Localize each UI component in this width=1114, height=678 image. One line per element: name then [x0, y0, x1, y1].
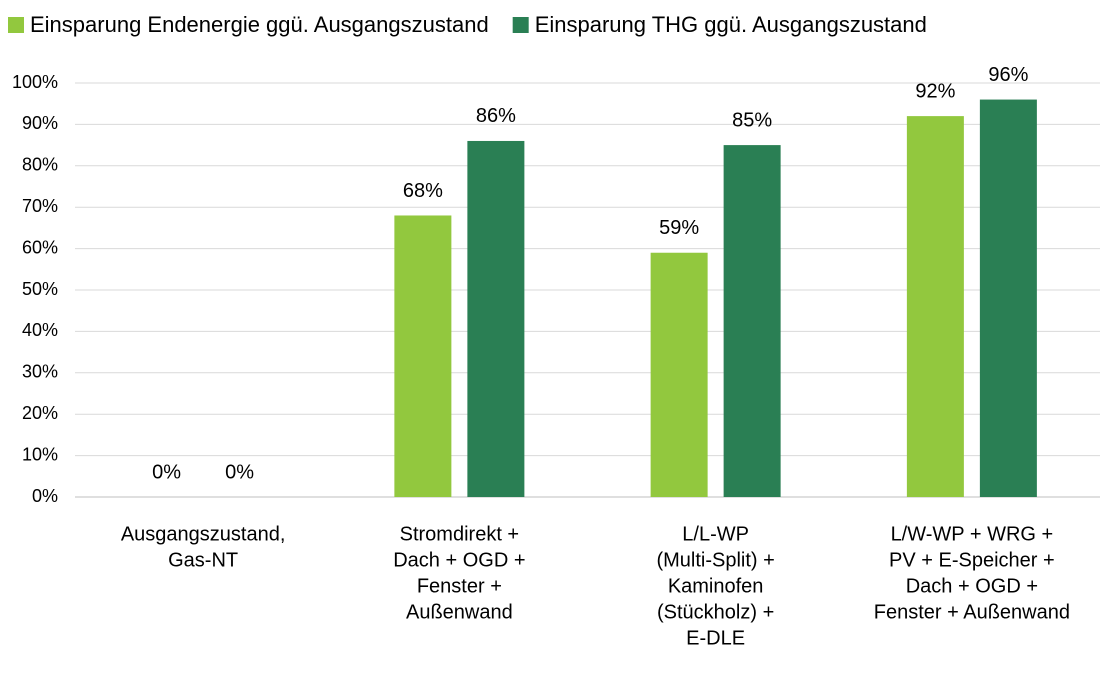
y-tick-label: 60%: [22, 237, 58, 257]
value-label: 92%: [915, 80, 955, 102]
legend-swatch: [512, 17, 529, 33]
value-label: 68%: [403, 180, 443, 202]
x-tick-label: (Multi-Split) +: [656, 549, 774, 571]
value-label: 0%: [225, 461, 254, 483]
x-tick-label: Fenster + Außenwand: [874, 601, 1070, 623]
x-tick-label: E-DLE: [686, 627, 745, 649]
y-tick-label: 100%: [12, 72, 58, 92]
x-tick-label: Dach + OGD +: [393, 549, 525, 571]
value-label: 59%: [659, 217, 699, 239]
x-tick-label: Fenster +: [417, 575, 502, 597]
x-tick-label: Ausgangszustand,: [121, 523, 286, 545]
legend-label: Einsparung THG ggü. Ausgangszustand: [535, 12, 927, 37]
bar: [394, 215, 452, 498]
x-tick-label: Gas-NT: [168, 549, 238, 571]
x-tick-label: Außenwand: [406, 601, 513, 623]
legend-swatch: [8, 17, 24, 33]
y-tick-label: 70%: [22, 196, 58, 216]
y-tick-label: 20%: [22, 403, 58, 423]
x-tick-label: Stromdirekt +: [400, 523, 519, 545]
bar: [906, 116, 964, 498]
bar: [650, 252, 708, 497]
bar: [723, 145, 781, 497]
legend-label: Einsparung Endenergie ggü. Ausgangszusta…: [30, 12, 489, 37]
x-tick-label: Dach + OGD +: [906, 575, 1038, 597]
y-tick-label: 0%: [32, 486, 58, 506]
bar: [467, 140, 525, 497]
value-label: 86%: [476, 105, 516, 127]
y-tick-label: 30%: [22, 362, 58, 382]
y-tick-label: 50%: [22, 279, 58, 299]
y-tick-label: 10%: [22, 444, 58, 464]
x-tick-label: L/L-WP: [682, 523, 749, 545]
value-label: 96%: [988, 64, 1028, 86]
x-tick-label: PV + E-Speicher +: [889, 549, 1055, 571]
y-tick-label: 80%: [22, 155, 58, 175]
y-tick-label: 90%: [22, 113, 58, 133]
y-tick-label: 40%: [22, 320, 58, 340]
x-tick-label: L/W-WP + WRG +: [891, 523, 1054, 545]
value-label: 85%: [732, 109, 772, 131]
bar: [979, 99, 1037, 497]
value-label: 0%: [152, 461, 181, 483]
x-tick-label: Kaminofen: [668, 575, 764, 597]
x-tick-label: (Stückholz) +: [657, 601, 774, 623]
